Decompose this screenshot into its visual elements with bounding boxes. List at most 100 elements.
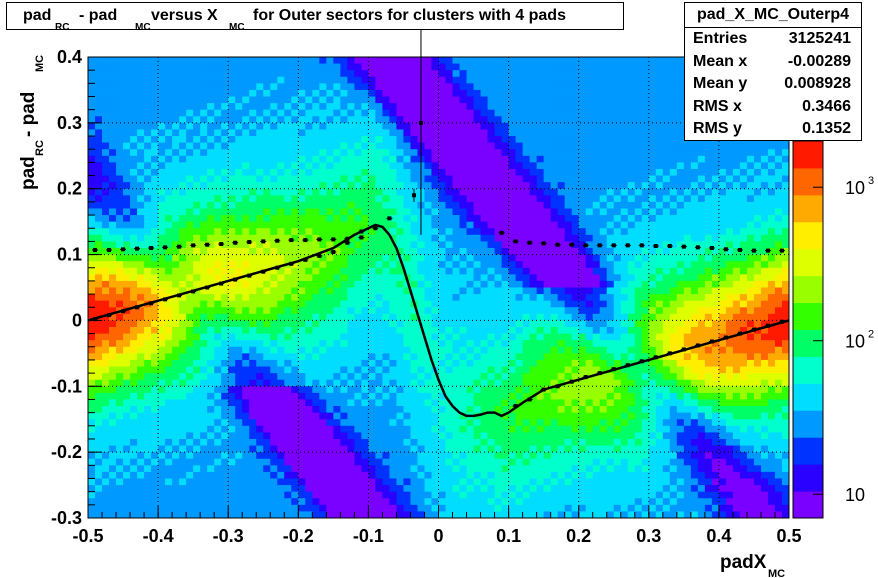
heatmap-cell	[130, 136, 138, 144]
heatmap-cell	[284, 208, 292, 216]
heatmap-cell	[249, 491, 257, 499]
heatmap-cell	[571, 136, 580, 144]
heatmap-cell	[389, 195, 397, 203]
heatmap-cell	[550, 254, 559, 262]
heatmap-cell	[263, 300, 271, 308]
heatmap-cell	[200, 57, 208, 65]
heatmap-cell	[214, 195, 222, 203]
heatmap-cell	[347, 267, 355, 275]
heatmap-cell	[543, 267, 552, 275]
heatmap-cell	[249, 280, 257, 288]
heatmap-cell	[340, 373, 348, 381]
heatmap-cell	[200, 215, 208, 223]
heatmap-cell	[130, 162, 138, 170]
heatmap-cell	[123, 109, 131, 117]
heatmap-cell	[256, 96, 264, 104]
heatmap-cell	[445, 188, 454, 196]
heatmap-cell	[242, 392, 250, 400]
heatmap-cell	[158, 267, 166, 275]
heatmap-cell	[95, 425, 103, 433]
heatmap-cell	[312, 458, 320, 466]
heatmap-cell	[480, 76, 489, 84]
heatmap-cell	[256, 478, 264, 486]
heatmap-cell	[571, 359, 580, 368]
heatmap-cell	[102, 129, 110, 137]
heatmap-cell	[571, 392, 580, 400]
heatmap-cell	[88, 188, 96, 196]
heatmap-cell	[396, 419, 404, 427]
heatmap-cell	[256, 109, 264, 117]
heatmap-cell	[256, 320, 264, 328]
heatmap-cell	[550, 373, 559, 381]
heatmap-cell	[473, 320, 482, 328]
heatmap-cell	[480, 340, 489, 348]
heatmap-cell	[410, 445, 418, 453]
heatmap-cell	[571, 432, 580, 440]
heatmap-cell	[529, 83, 538, 91]
heatmap-cell	[578, 294, 587, 302]
heatmap-cell	[389, 208, 397, 216]
heatmap-cell	[158, 142, 166, 150]
heatmap-cell	[102, 327, 110, 335]
heatmap-cell	[95, 175, 103, 183]
heatmap-cell	[515, 280, 524, 288]
heatmap-cell	[137, 287, 145, 295]
heatmap-cell	[116, 340, 124, 348]
heatmap-cell	[480, 228, 489, 236]
heatmap-cell	[487, 96, 496, 104]
heatmap-cell	[137, 122, 145, 130]
heatmap-cell	[95, 109, 103, 117]
heatmap-cell	[165, 76, 173, 84]
heatmap-cell	[438, 406, 447, 414]
heatmap-cell	[242, 320, 250, 328]
heatmap-cell	[116, 491, 124, 499]
heatmap-cell	[347, 353, 355, 361]
heatmap-cell	[312, 392, 320, 400]
heatmap-cell	[284, 412, 292, 420]
heatmap-cell	[494, 373, 503, 381]
heatmap-cell	[340, 294, 348, 302]
heatmap-cell	[340, 320, 348, 328]
heatmap-cell	[137, 399, 145, 407]
heatmap-cell	[382, 452, 390, 460]
heatmap-cell	[522, 399, 531, 407]
heatmap-cell	[403, 195, 411, 203]
heatmap-cell	[207, 162, 215, 170]
heatmap-cell	[228, 247, 236, 256]
heatmap-cell	[158, 412, 166, 420]
heatmap-cell	[571, 280, 580, 288]
heatmap-cell	[284, 149, 292, 157]
heatmap-cell	[578, 247, 587, 256]
heatmap-cell	[466, 215, 475, 223]
heatmap-cell	[277, 511, 285, 519]
heatmap-cell	[508, 247, 517, 256]
heatmap-cell	[578, 201, 587, 209]
heatmap-cell	[200, 234, 208, 242]
heatmap-cell	[144, 274, 152, 282]
heatmap-cell	[172, 392, 180, 400]
heatmap-cell	[242, 116, 250, 124]
heatmap-cell	[200, 129, 208, 137]
heatmap-cell	[536, 491, 545, 499]
heatmap-cell	[571, 386, 580, 394]
heatmap-cell	[417, 465, 425, 473]
heatmap-cell	[529, 359, 538, 368]
heatmap-cell	[466, 445, 475, 453]
heatmap-cell	[172, 465, 180, 473]
heatmap-cell	[501, 103, 510, 111]
heatmap-cell	[151, 320, 159, 328]
heatmap-cell	[242, 280, 250, 288]
heatmap-cell	[452, 122, 461, 130]
heatmap-cell	[466, 109, 475, 117]
heatmap-cell	[431, 89, 439, 98]
heatmap-cell	[291, 419, 299, 427]
heatmap-cell	[403, 188, 411, 196]
heatmap-cell	[186, 465, 194, 473]
heatmap-cell	[249, 471, 257, 479]
heatmap-cell	[242, 353, 250, 361]
heatmap-cell	[452, 96, 461, 104]
heatmap-cell	[172, 425, 180, 433]
heatmap-cell	[347, 412, 355, 420]
heatmap-cell	[389, 109, 397, 117]
heatmap-cell	[466, 359, 475, 368]
